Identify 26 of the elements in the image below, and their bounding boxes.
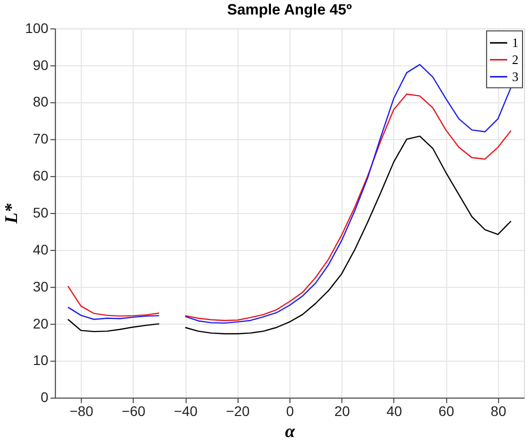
y-axis-title: L* bbox=[1, 202, 22, 224]
x-tick-label: 80 bbox=[490, 403, 506, 420]
legend-label: 3 bbox=[512, 68, 519, 84]
y-tick-label: 60 bbox=[32, 168, 49, 184]
legend-label: 2 bbox=[512, 52, 519, 67]
y-tick-label: 40 bbox=[32, 241, 49, 258]
x-tick-label: 40 bbox=[386, 403, 402, 420]
legend-label: 1 bbox=[512, 34, 519, 50]
x-tick-label: −60 bbox=[122, 403, 146, 420]
y-tick-label: 10 bbox=[32, 352, 49, 368]
x-tick-label: −20 bbox=[226, 403, 250, 420]
y-tick-label: 100 bbox=[25, 20, 49, 36]
x-axis-title: α bbox=[284, 421, 296, 441]
y-tick-label: 0 bbox=[40, 389, 49, 406]
y-tick-label: 50 bbox=[32, 204, 49, 221]
x-tick-label: −40 bbox=[174, 403, 198, 420]
chart-title: Sample Angle 45º bbox=[227, 1, 352, 18]
x-tick-label: −80 bbox=[70, 403, 94, 420]
x-tick-label: 0 bbox=[286, 403, 294, 420]
y-tick-label: 70 bbox=[32, 130, 49, 147]
y-tick-label: 90 bbox=[32, 56, 49, 73]
x-tick-label: 20 bbox=[334, 403, 350, 420]
y-tick-label: 20 bbox=[32, 315, 49, 332]
y-tick-label: 80 bbox=[32, 94, 49, 110]
x-tick-label: 60 bbox=[438, 403, 454, 420]
y-tick-label: 30 bbox=[32, 278, 49, 294]
